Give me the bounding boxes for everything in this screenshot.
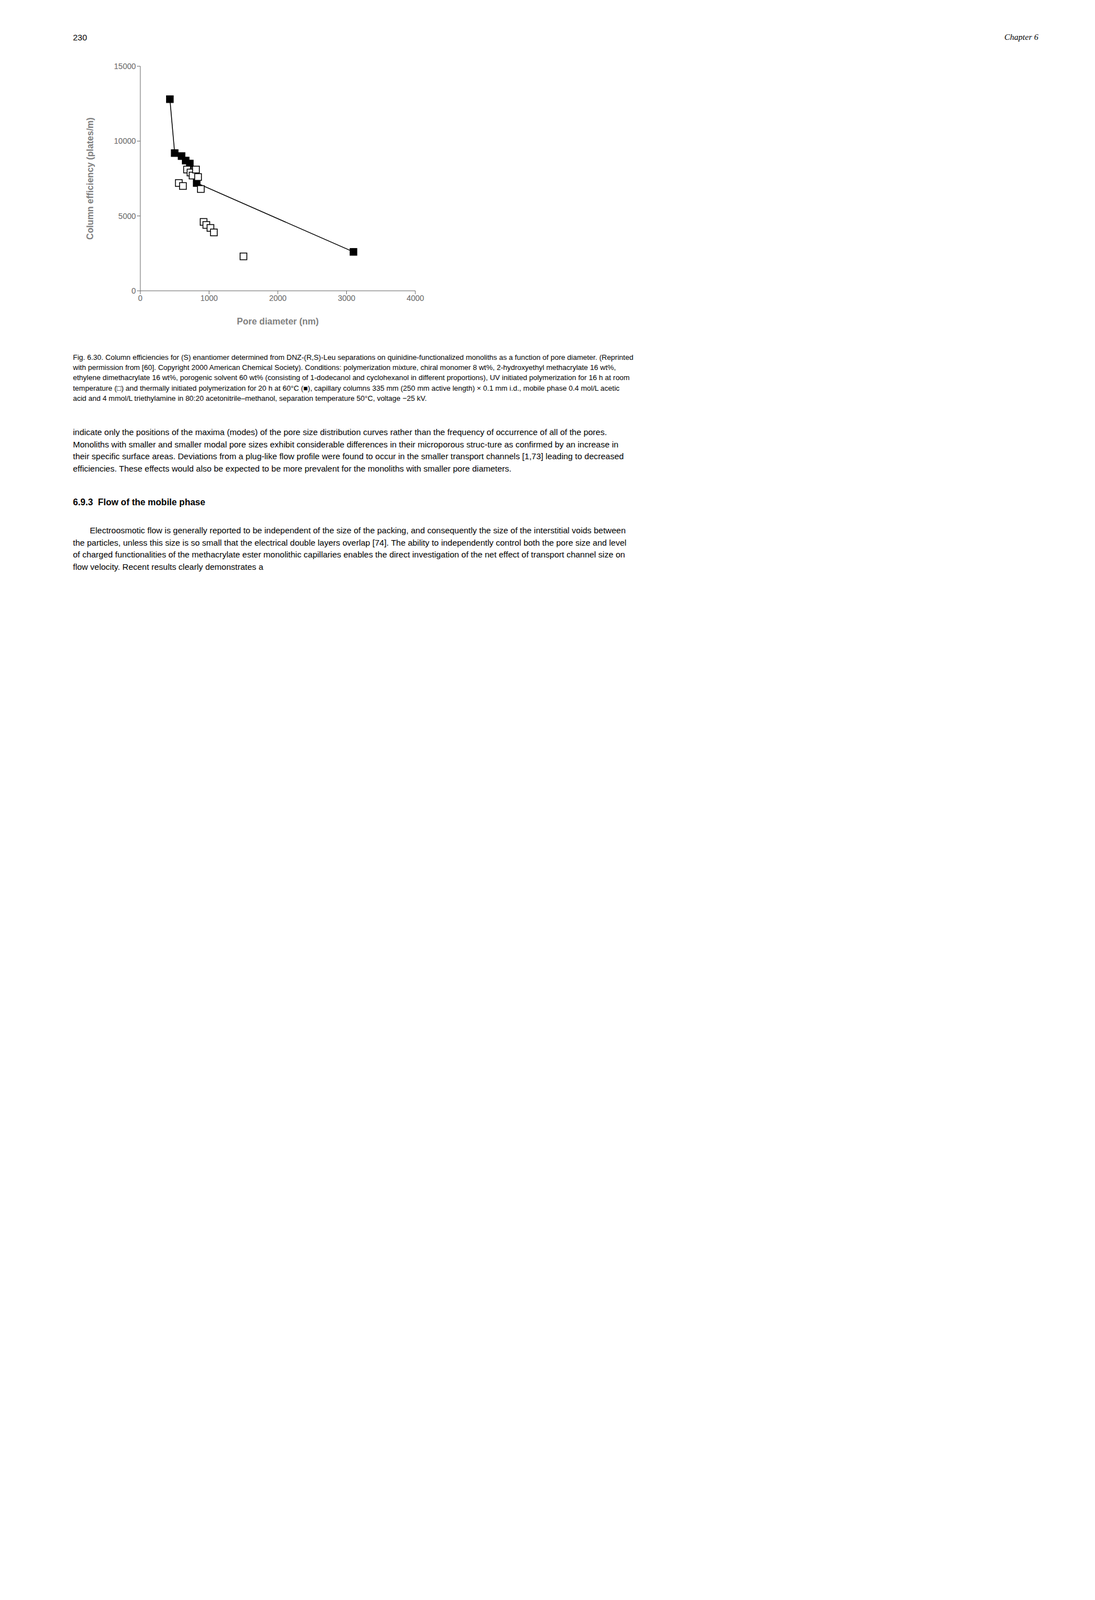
html-text:6.9.3 Flow of the mobile phase: 6.9.3 Flow of the mobile phase [72, 497, 206, 507]
html-text:230: 230 [72, 32, 87, 43]
svg-text:15000: 15000 [113, 61, 136, 71]
svg-text:5000: 5000 [118, 211, 136, 221]
svg-text:4000: 4000 [406, 293, 424, 303]
html-text:indicate only the positions of: indicate only the positions of the maxim… [72, 427, 624, 474]
html-text:Electroosmotic flow is general: Electroosmotic flow is generally reporte… [72, 525, 627, 572]
html-text:Fig. 6.30. Column efficiencies: Fig. 6.30. Column efficiencies for (S) e… [72, 353, 634, 403]
svg-text:2000: 2000 [268, 293, 287, 303]
svg-text:10000: 10000 [113, 136, 136, 146]
svg-text:1000: 1000 [200, 293, 218, 303]
svg-text:3000: 3000 [337, 293, 356, 303]
svg-text:0: 0 [131, 286, 136, 296]
svg-text:Pore diameter (nm): Pore diameter (nm) [236, 316, 319, 327]
svg-text:0: 0 [138, 293, 143, 303]
svg-text:Column efficiency (plates/m): Column efficiency (plates/m) [85, 117, 95, 240]
html-text:Chapter 6: Chapter 6 [1004, 32, 1039, 42]
